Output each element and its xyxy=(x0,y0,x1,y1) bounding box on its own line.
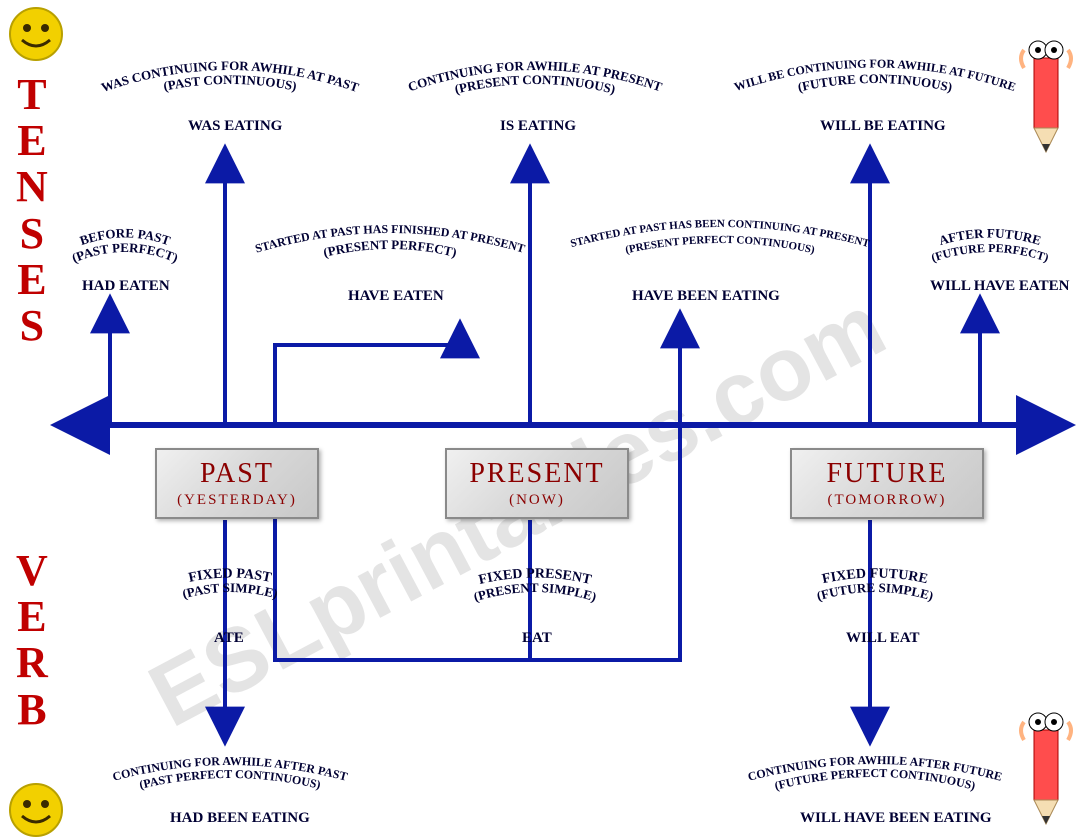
arc-past-simple: FIXED PAST (PAST SIMPLE) xyxy=(145,555,315,610)
example-present-perfect-continuous: HAVE BEEN EATING xyxy=(632,288,780,305)
example-future-simple: WILL EAT xyxy=(846,630,920,647)
svg-text:(PRESENT PERFECT CONTINUOUS): (PRESENT PERFECT CONTINUOUS) xyxy=(624,234,816,256)
svg-text:(PRESENT PERFECT): (PRESENT PERFECT) xyxy=(322,237,459,260)
arc-future-perfect-continuous: CONTINUING FOR AWHILE AFTER FUTURE (FUTU… xyxy=(720,740,1030,798)
example-past-continuous: WAS EATING xyxy=(188,118,282,135)
arc-future-simple: FIXED FUTURE (FUTURE SIMPLE) xyxy=(780,555,970,610)
svg-text:(FUTURE CONTINUOUS): (FUTURE CONTINUOUS) xyxy=(796,71,953,95)
time-box-sub: (YESTERDAY) xyxy=(177,492,297,509)
example-past-simple: ATE xyxy=(214,630,244,647)
arc-present-perfect-continuous: STARTED AT PAST HAS BEEN CONTINUING AT P… xyxy=(540,205,900,267)
example-future-perfect-continuous: WILL HAVE BEEN EATING xyxy=(800,810,992,827)
arc-past-perfect-continuous: CONTINUING FOR AWHILE AFTER PAST (PAST P… xyxy=(85,740,375,798)
arc-future-perfect: AFTER FUTURE (FUTURE PERFECT) xyxy=(910,215,1070,270)
time-box-present: PRESENT (NOW) xyxy=(445,448,629,519)
arc-present-simple: FIXED PRESENT (PRESENT SIMPLE) xyxy=(440,555,630,610)
example-present-continuous: IS EATING xyxy=(500,118,576,135)
time-box-label: PRESENT xyxy=(467,458,607,490)
time-box-sub: (TOMORROW) xyxy=(812,492,962,509)
arc-present-continuous: CONTINUING FOR AWHILE AT PRESENT (PRESEN… xyxy=(395,45,675,105)
example-present-simple: EAT xyxy=(522,630,552,647)
arc-past-continuous: WAS CONTINUING FOR AWHILE AT PAST (PAST … xyxy=(90,45,370,105)
example-past-perfect-continuous: HAD BEEN EATING xyxy=(170,810,310,827)
arc-present-perfect: STARTED AT PAST HAS FINISHED AT PRESENT … xyxy=(235,210,545,270)
example-present-perfect: HAVE EATEN xyxy=(348,288,444,305)
time-box-label: FUTURE xyxy=(812,458,962,490)
arc-future-continuous: WILL BE CONTINUING FOR AWHILE AT FUTURE … xyxy=(720,45,1030,105)
example-future-continuous: WILL BE EATING xyxy=(820,118,946,135)
time-box-future: FUTURE (TOMORROW) xyxy=(790,448,984,519)
example-future-perfect: WILL HAVE EATEN xyxy=(930,278,1070,295)
time-box-label: PAST xyxy=(177,458,297,490)
arc-past-perfect: BEFORE PAST (PAST PERFECT) xyxy=(55,215,195,270)
diagram-stage: ESLprintables.com T E N S E S V E R B xyxy=(0,0,1086,838)
example-past-perfect: HAD EATEN xyxy=(82,278,170,295)
time-box-past: PAST (YESTERDAY) xyxy=(155,448,319,519)
time-box-sub: (NOW) xyxy=(467,492,607,509)
